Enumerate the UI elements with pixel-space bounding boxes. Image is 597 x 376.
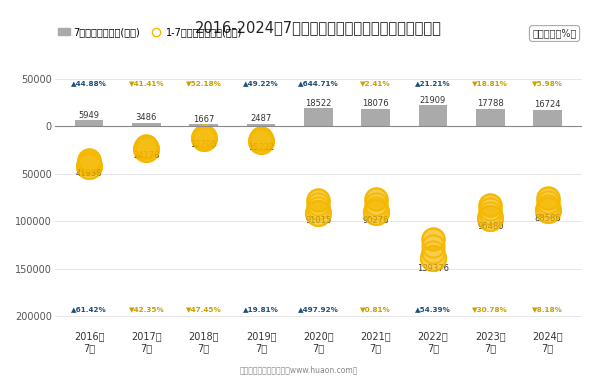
Text: 5949: 5949 — [79, 111, 100, 120]
Text: 17788: 17788 — [477, 99, 504, 108]
Bar — [247, 124, 275, 126]
Text: ▲19.81%: ▲19.81% — [243, 306, 279, 312]
Text: ▼41.41%: ▼41.41% — [128, 80, 164, 86]
Text: 88586: 88586 — [534, 214, 561, 223]
Text: 41938: 41938 — [76, 169, 102, 178]
Text: 18076: 18076 — [362, 99, 389, 108]
Bar — [132, 123, 161, 126]
Text: ▼52.18%: ▼52.18% — [186, 80, 221, 86]
Bar — [304, 109, 333, 126]
Text: 2487: 2487 — [250, 114, 272, 123]
Text: ▼47.45%: ▼47.45% — [186, 306, 221, 312]
Text: ▲497.92%: ▲497.92% — [298, 306, 338, 312]
Text: 24178: 24178 — [133, 152, 159, 161]
Text: 90276: 90276 — [362, 216, 389, 225]
Text: 96480: 96480 — [477, 222, 503, 231]
Text: 1667: 1667 — [193, 115, 214, 124]
Text: 12705: 12705 — [190, 140, 217, 149]
Text: ▲54.39%: ▲54.39% — [415, 306, 451, 312]
Text: ▼8.18%: ▼8.18% — [532, 306, 563, 312]
Text: ▼18.81%: ▼18.81% — [472, 80, 508, 86]
Text: 91015: 91015 — [305, 217, 331, 226]
Text: 制图：华经产业研究院（www.huaon.com）: 制图：华经产业研究院（www.huaon.com） — [239, 365, 358, 374]
Text: ▼2.41%: ▼2.41% — [361, 80, 391, 86]
Bar — [189, 124, 218, 126]
Text: 同比增速（%）: 同比增速（%） — [533, 29, 577, 38]
Text: ▲61.42%: ▲61.42% — [71, 306, 107, 312]
Bar — [361, 109, 390, 126]
Text: 15222: 15222 — [248, 143, 274, 152]
Legend: 7月期货成交金额(亿元), 1-7月期货成交金额(亿元): 7月期货成交金额(亿元), 1-7月期货成交金额(亿元) — [54, 23, 246, 41]
Title: 2016-2024年7月大连商品交易所棕榈油期货成交金额: 2016-2024年7月大连商品交易所棕榈油期货成交金额 — [195, 20, 442, 35]
Bar — [75, 120, 103, 126]
Text: ▼42.35%: ▼42.35% — [128, 306, 164, 312]
Text: ▼5.98%: ▼5.98% — [532, 80, 563, 86]
Text: ▼0.81%: ▼0.81% — [360, 306, 391, 312]
Text: ▲21.21%: ▲21.21% — [415, 80, 451, 86]
Text: 21909: 21909 — [420, 96, 446, 105]
Text: 3486: 3486 — [136, 113, 157, 122]
Bar — [476, 109, 504, 126]
Bar — [533, 110, 562, 126]
Text: 139376: 139376 — [417, 264, 449, 273]
Text: 18522: 18522 — [305, 99, 331, 108]
Text: 16724: 16724 — [534, 100, 561, 109]
Text: ▼30.78%: ▼30.78% — [472, 306, 508, 312]
Text: ▲49.22%: ▲49.22% — [243, 80, 279, 86]
Text: ▲44.88%: ▲44.88% — [71, 80, 107, 86]
Bar — [418, 105, 447, 126]
Text: ▲644.71%: ▲644.71% — [298, 80, 338, 86]
